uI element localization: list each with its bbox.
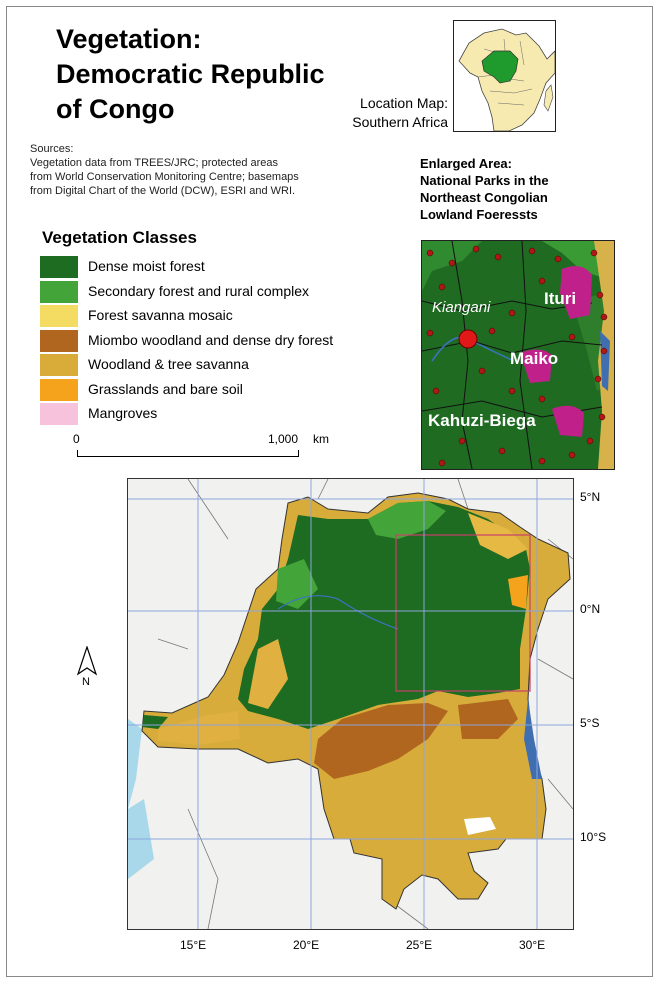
lat-label: 10°S xyxy=(580,830,607,844)
scale-line xyxy=(77,456,299,457)
map-frame xyxy=(6,6,653,977)
legend-label: Forest savanna mosaic xyxy=(88,307,233,323)
legend-label: Dense moist forest xyxy=(88,258,205,274)
graticule xyxy=(128,479,573,929)
title-line-1: Vegetation: xyxy=(56,24,202,54)
location-map xyxy=(453,20,556,132)
lon-label: 20°E xyxy=(293,938,320,952)
map-title: Vegetation: Democratic Republic of Congo xyxy=(56,22,325,127)
scale-start: 0 xyxy=(73,432,80,446)
legend-label: Grasslands and bare soil xyxy=(88,380,243,397)
lon-label: 15°E xyxy=(180,938,207,952)
north-arrow: N xyxy=(76,645,98,690)
legend-swatch xyxy=(40,280,78,303)
sources-text: Sources: Vegetation data from TREES/JRC;… xyxy=(30,142,410,198)
scale-unit: km xyxy=(313,432,329,446)
legend-swatch xyxy=(40,329,78,352)
legend-title: Vegetation Classes xyxy=(42,228,197,247)
title-line-2: Democratic Republic xyxy=(56,59,325,89)
sources-line-3: from Digital Chart of the World (DCW), E… xyxy=(30,185,296,197)
enlarged-title-line-3: Northeast Congolian xyxy=(420,190,548,205)
legend-label: Woodland & tree savanna xyxy=(88,356,249,372)
north-label: N xyxy=(82,676,90,688)
enlarged-title-line-1: Enlarged Area: xyxy=(420,156,512,171)
park-label-maiko: Maiko xyxy=(510,349,559,368)
legend-swatch xyxy=(40,378,78,401)
main-vegetation-map xyxy=(127,478,574,930)
location-map-label-line-1: Location Map: xyxy=(360,95,448,111)
park-label-kahuzi-biega: Kahuzi-Biega xyxy=(428,411,536,430)
park-label-ituri: Ituri xyxy=(544,289,577,308)
lat-label: 0°N xyxy=(580,602,601,616)
place-label-kiangani: Kiangani xyxy=(432,299,491,316)
legend-swatch xyxy=(40,354,78,376)
sources-heading: Sources: xyxy=(30,143,74,155)
enlarged-title-line-2: National Parks in the xyxy=(420,173,549,188)
legend-swatch xyxy=(40,256,78,278)
legend-label: Mangroves xyxy=(88,405,158,421)
lon-label: 30°E xyxy=(519,938,546,952)
legend-label: Miombo woodland and dense dry forest xyxy=(88,331,334,348)
location-map-label: Location Map: Southern Africa xyxy=(320,94,448,132)
legend-label: Secondary forest and rural complex xyxy=(88,282,309,299)
legend-swatch xyxy=(40,403,78,425)
title-line-3: of Congo xyxy=(56,94,175,124)
enlarged-area-map: Kiangani Ituri Maiko Kahuzi-Biega xyxy=(421,240,615,470)
lat-label: 5°S xyxy=(580,716,600,730)
legend-swatch xyxy=(40,305,78,327)
lat-label: 5°N xyxy=(580,490,601,504)
scale-tick xyxy=(298,450,299,457)
scale-end: 1,000 xyxy=(268,432,299,446)
sources-line-1: Vegetation data from TREES/JRC; protecte… xyxy=(30,157,279,169)
location-map-label-line-2: Southern Africa xyxy=(352,114,448,130)
lon-label: 25°E xyxy=(406,938,433,952)
enlarged-title-line-4: Lowland Foeressts xyxy=(420,207,538,222)
scale-tick xyxy=(77,450,78,457)
sources-line-2: from World Conservation Monitoring Centr… xyxy=(30,171,299,183)
enlarged-area-title: Enlarged Area: National Parks in the Nor… xyxy=(420,155,549,223)
enlarged-area-outline xyxy=(395,534,531,692)
